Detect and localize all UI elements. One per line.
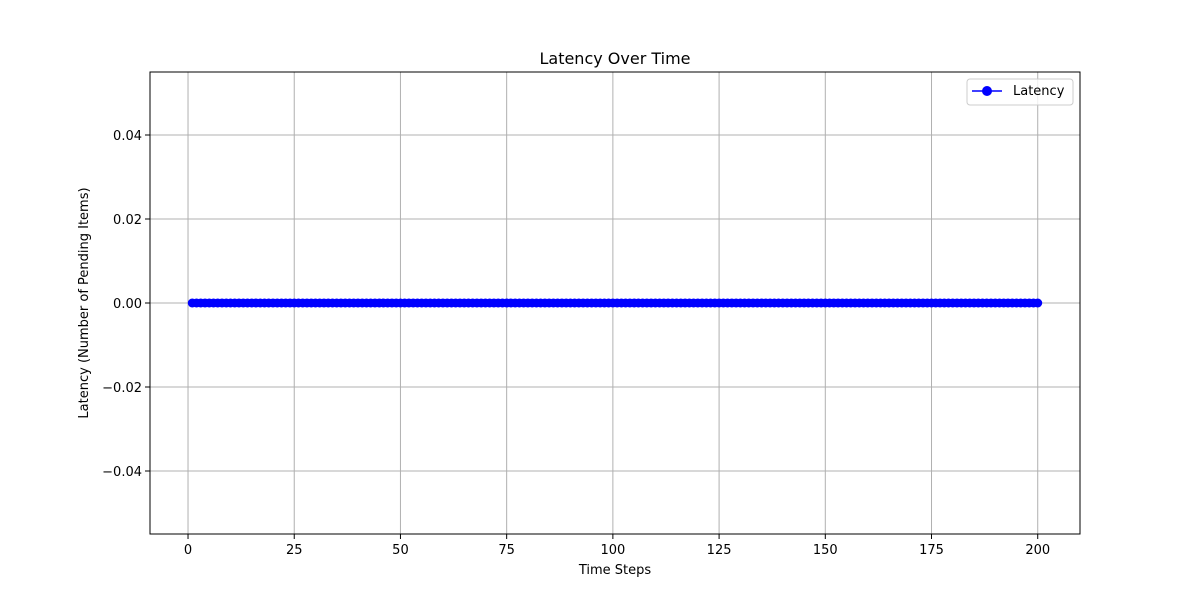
chart-title: Latency Over Time [539,49,690,68]
x-tick-label: 50 [392,543,409,558]
ticks: 0 25 50 75 100 125 150 175 200 −0.04 −0.02 0.00 0.02… [102,129,1050,558]
y-tick-label: 0.00 [113,297,142,312]
x-tick-label: 100 [600,543,625,558]
y-tick-label: 0.04 [113,129,142,144]
legend: Latency [966,78,1074,106]
x-tick-label: 175 [919,543,944,558]
series-layer [187,298,1043,308]
x-axis-label: Time Steps [578,563,652,578]
x-tick-label: 25 [286,543,303,558]
legend-marker-swatch [982,86,992,96]
y-axis-label: Latency (Number of Pending Items) [77,187,92,418]
x-tick-label: 150 [813,543,838,558]
x-tick-label: 75 [498,543,515,558]
x-tick-label: 125 [707,543,732,558]
y-tick-label: 0.02 [113,213,142,228]
latency-data-point [1033,298,1043,308]
x-tick-label: 200 [1025,543,1050,558]
x-tick-label: 0 [184,543,192,558]
y-tick-label: −0.04 [102,465,142,480]
legend-box [966,78,1074,106]
legend-entry-latency: Latency [1013,84,1065,99]
y-tick-label: −0.02 [102,381,142,396]
